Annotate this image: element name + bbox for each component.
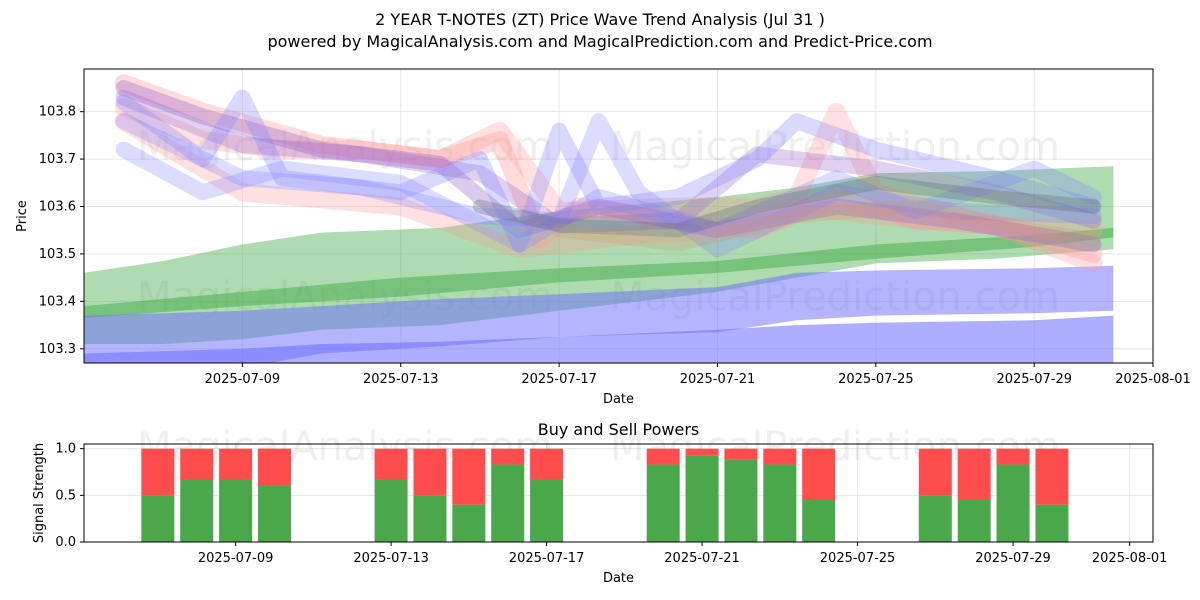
x-tick-label: 2025-07-17 [509, 551, 585, 566]
x-tick-label: 2025-07-25 [838, 372, 914, 387]
y-axis-label: Signal Strength [32, 443, 47, 543]
sell-bar [141, 448, 175, 496]
x-tick-label: 2025-07-09 [198, 551, 274, 566]
buy-bar [491, 464, 525, 542]
buy-bar [141, 495, 175, 542]
buy-bar [957, 500, 991, 542]
buy-bar [257, 485, 291, 542]
x-tick-label: 2025-07-17 [521, 372, 597, 387]
sell-bar [763, 448, 797, 465]
x-tick-label: 2025-07-29 [996, 372, 1072, 387]
price-wave [114, 112, 1103, 273]
chart-title-line1: 2 YEAR T-NOTES (ZT) Price Wave Trend Ana… [375, 10, 825, 29]
buy-bar [646, 464, 680, 542]
y-tick-label: 0.0 [55, 535, 76, 550]
y-tick-label: 103.4 [39, 294, 76, 309]
x-axis-label: Date [603, 571, 634, 586]
sell-bar [257, 448, 291, 486]
watermark-text: MagicalAnalysis.com [137, 124, 553, 170]
price-wave [115, 89, 1102, 253]
sell-bar [918, 448, 952, 496]
y-tick-label: 103.8 [39, 105, 76, 120]
price-wave [114, 74, 1103, 263]
buy-bar [413, 495, 447, 542]
price-wave [115, 80, 1102, 253]
buy-bar [724, 459, 758, 542]
x-tick-label: 2025-07-21 [664, 551, 740, 566]
price-wave [115, 113, 1102, 258]
sell-bar [996, 448, 1030, 465]
sub-chart-title: Buy and Sell Powers [538, 420, 700, 439]
sell-bar [957, 448, 991, 500]
plot-frame [83, 68, 1154, 364]
buy-bar [1035, 504, 1069, 542]
price-wave [472, 175, 1101, 238]
buy-bar [996, 464, 1030, 542]
sell-bar [413, 448, 447, 496]
sub-plot-frame [83, 443, 1154, 543]
price-wave [115, 141, 1102, 253]
sell-bar [180, 448, 214, 480]
watermark-text: MagicalPrediction.com [610, 124, 1060, 170]
plot-area [84, 74, 1114, 363]
y-tick-label: 1.0 [55, 442, 76, 457]
buy-bar [763, 464, 797, 542]
buy-bar [374, 479, 408, 542]
buy-bar [180, 479, 214, 542]
x-tick-label: 2025-08-01 [1092, 551, 1168, 566]
sell-bar [646, 448, 680, 465]
sell-bar [530, 448, 564, 480]
y-tick-label: 103.3 [39, 342, 76, 357]
x-tick-label: 2025-07-29 [975, 551, 1051, 566]
x-tick-label: 2025-08-01 [1115, 372, 1191, 387]
price-plot: 2025-07-09 2025-07-13 2025-07-17 2025-07-21… [15, 68, 1191, 407]
trend-band [84, 265, 1114, 363]
x-tick-label: 2025-07-21 [680, 372, 756, 387]
sell-bar [374, 448, 408, 480]
x-tick-label: 2025-07-13 [353, 551, 429, 566]
sell-bar [1035, 448, 1069, 505]
sell-bar [724, 448, 758, 460]
y-tick-label: 103.7 [39, 152, 76, 167]
buy-sell-plot: Buy and Sell Powers 2025-07-09 2025-07-13 2… [32, 420, 1167, 586]
x-axis-label: Date [603, 392, 634, 407]
buy-bar [685, 455, 719, 542]
x-tick-label: 2025-07-13 [363, 372, 439, 387]
price-wave [114, 97, 1103, 240]
y-axis-label: Price [15, 200, 30, 232]
sell-bar [802, 448, 836, 500]
y-tick-label: 103.5 [39, 247, 76, 262]
buy-bar [918, 495, 952, 542]
price-wave [115, 89, 1102, 234]
buy-bar [219, 479, 253, 542]
sell-bar [219, 448, 253, 480]
y-tick-label: 103.6 [39, 200, 76, 215]
sell-bar [685, 448, 719, 456]
buy-bar [802, 500, 836, 542]
sell-bar [452, 448, 486, 505]
buy-bar [530, 479, 564, 542]
x-tick-label: 2025-07-25 [820, 551, 896, 566]
chart-title-line2: powered by MagicalAnalysis.com and Magic… [267, 32, 932, 51]
sell-bar [491, 448, 525, 465]
price-wave [552, 199, 1101, 252]
x-tick-label: 2025-07-09 [205, 372, 281, 387]
y-tick-label: 0.5 [55, 488, 76, 503]
trend-band [84, 227, 1114, 318]
trend-band [84, 315, 1114, 363]
buy-bar [452, 504, 486, 542]
